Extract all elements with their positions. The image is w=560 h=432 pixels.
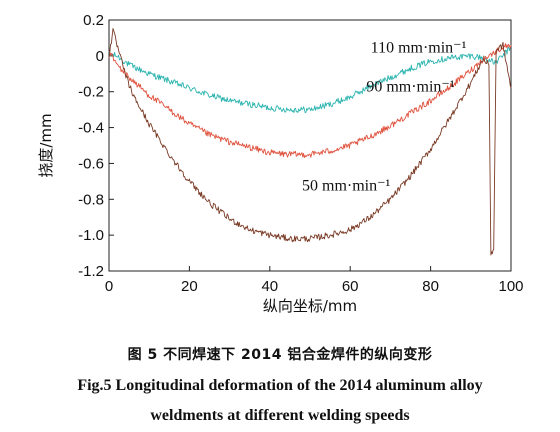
series-90-line <box>108 43 512 159</box>
figure-caption-english-line1: Fig.5 Longitudinal deformation of the 20… <box>77 377 483 394</box>
y-tick-label: -0.8 <box>78 191 104 208</box>
y-tick-label: -0.2 <box>78 84 104 101</box>
x-tick-label: 100 <box>498 278 523 295</box>
series-110-label: 110 mm·min⁻¹ <box>371 39 467 56</box>
x-tick-label: 40 <box>261 278 278 295</box>
labels-layer: 110 mm·min⁻¹ 90 mm·min⁻¹ 50 mm·min⁻¹ <box>302 39 467 194</box>
figure-caption-chinese: 图 5 不同焊速下 2014 铝合金焊件的纵向变形 <box>127 347 433 363</box>
y-tick-label: -0.6 <box>78 155 104 172</box>
x-tick-label: 0 <box>105 278 113 295</box>
y-tick-label: -1.2 <box>78 263 104 280</box>
y-tick-label: -1.0 <box>78 227 104 244</box>
y-tick-label: -0.4 <box>78 120 104 137</box>
y-tick-label: 0.2 <box>83 12 104 29</box>
series-110-line <box>108 46 512 114</box>
plot-axes: 0 20 40 60 80 100 0.2 0 -0.2 -0.4 -0.6 -0.8 -1.0 -1.2… <box>37 12 524 315</box>
series-layer <box>108 28 512 256</box>
deflection-chart: 0 20 40 60 80 100 0.2 0 -0.2 -0.4 -0.6 -0.8 -1.0 -1.2… <box>37 12 524 315</box>
x-tick-label: 20 <box>181 278 198 295</box>
figure-caption-english-line2: weldments at different welding speeds <box>150 407 410 424</box>
series-50-line <box>108 28 512 256</box>
y-axis-title: 挠度/mm <box>37 113 55 177</box>
x-axis-title: 纵向坐标/mm <box>263 297 357 315</box>
y-tick-label: 0 <box>96 48 104 65</box>
plot-frame <box>108 19 512 272</box>
series-90-label: 90 mm·min⁻¹ <box>366 79 455 96</box>
series-50-label: 50 mm·min⁻¹ <box>302 177 391 194</box>
x-tick-label: 80 <box>422 278 439 295</box>
x-tick-label: 60 <box>342 278 359 295</box>
